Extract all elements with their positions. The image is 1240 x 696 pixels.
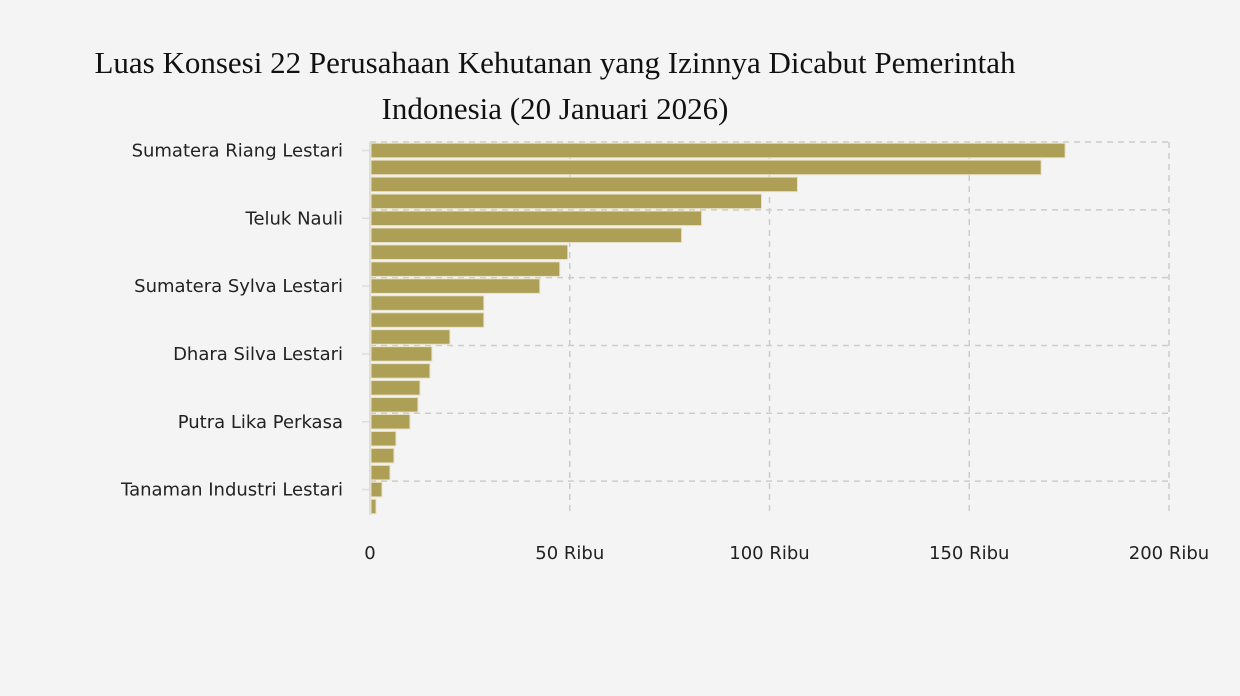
bar <box>370 430 397 447</box>
x-axis-labels: 0 50 Ribu 100 Ribu 150 Ribu 200 Ribu <box>364 543 1209 564</box>
bar <box>370 210 703 227</box>
bar <box>370 227 683 244</box>
gridlines <box>369 141 1170 515</box>
chart-title-line-1: Luas Konsesi 22 Perusahaan Kehutanan yan… <box>94 45 1016 80</box>
bar <box>370 397 419 413</box>
x-tick-label: 200 Ribu <box>1129 543 1209 564</box>
bar <box>370 447 395 464</box>
bar <box>370 278 541 294</box>
bar <box>370 346 433 362</box>
y-tick-label: Teluk Nauli <box>245 208 343 229</box>
bar <box>370 312 485 328</box>
bar <box>370 413 411 430</box>
bars <box>370 142 1066 515</box>
x-tick-label: 0 <box>364 543 375 564</box>
bar <box>370 159 1042 176</box>
bar <box>370 244 569 260</box>
x-tick-label: 50 Ribu <box>535 543 604 564</box>
bar <box>370 261 561 277</box>
bar <box>370 176 798 193</box>
chart-title-line-2: Indonesia (20 Januari 2026) <box>381 91 729 126</box>
x-tick-label: 150 Ribu <box>929 543 1009 564</box>
bar <box>370 295 485 311</box>
bar <box>370 380 421 396</box>
bar <box>370 363 431 379</box>
bar <box>370 498 377 515</box>
y-tick-label: Sumatera Sylva Lestari <box>134 276 343 297</box>
bar <box>370 481 383 498</box>
bar <box>370 142 1066 159</box>
y-tick-label: Sumatera Riang Lestari <box>132 140 343 161</box>
y-axis-labels: Sumatera Riang Lestari Teluk Nauli Sumater… <box>120 140 370 501</box>
x-tick-label: 100 Ribu <box>729 543 809 564</box>
chart-title: Luas Konsesi 22 Perusahaan Kehutanan yan… <box>0 40 1110 132</box>
y-tick-label: Dhara Silva Lestari <box>173 344 343 365</box>
bar <box>370 464 391 481</box>
bar <box>370 329 451 345</box>
y-tick-label: Tanaman Industri Lestari <box>120 480 343 501</box>
y-tick-label: Putra Lika Perkasa <box>178 412 343 433</box>
bar <box>370 193 763 210</box>
